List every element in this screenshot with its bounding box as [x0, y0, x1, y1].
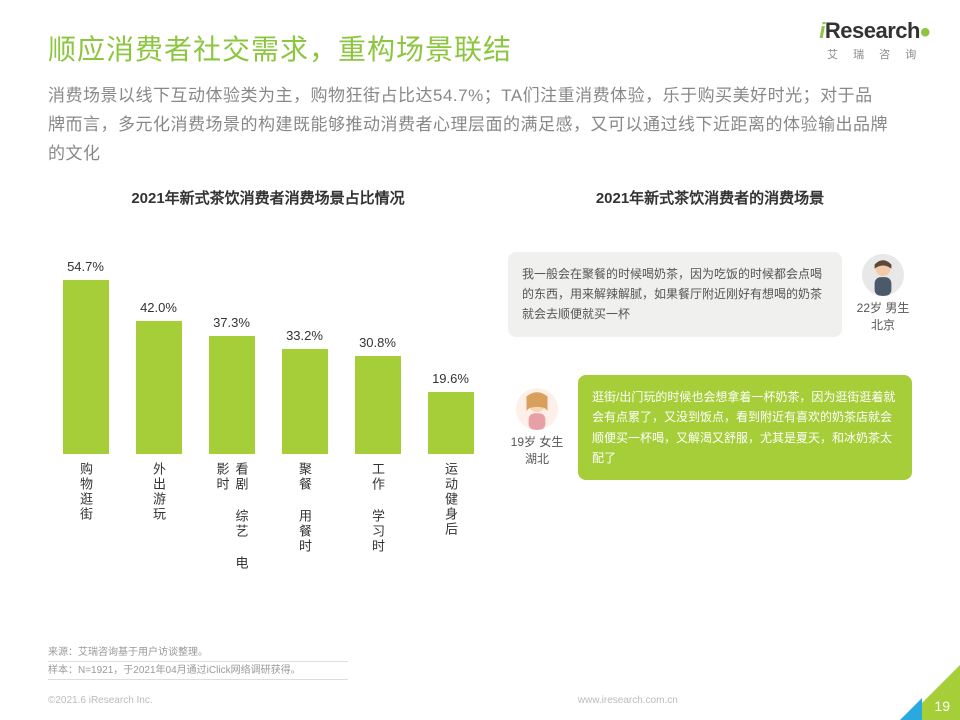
- footnote-sample: 样本：N=1921，于2021年04月通过iClick网络调研获得。: [48, 662, 348, 680]
- bar: [282, 349, 328, 454]
- bar-category: 购物逛街: [76, 462, 95, 572]
- quotes-container: 我一般会在聚餐的时候喝奶茶，因为吃饭的时候都会点喝的东西，用来解辣解腻，如果餐厅…: [508, 252, 912, 481]
- bar-item: 37.3% 看剧 综艺 电影时: [204, 315, 259, 572]
- bar-chart: 54.7% 购物逛街 42.0% 外出游玩 37.3% 看剧 综艺 电影时 33.2% 聚餐 …: [48, 232, 488, 572]
- persona-line1: 19岁 女生: [511, 434, 564, 451]
- bar-item: 42.0% 外出游玩: [131, 300, 186, 572]
- footnotes: 来源：艾瑞咨询基于用户访谈整理。 样本：N=1921，于2021年04月通过iC…: [48, 644, 348, 680]
- bar-value-label: 54.7%: [67, 259, 104, 274]
- bar-value-label: 33.2%: [286, 328, 323, 343]
- bar-value-label: 42.0%: [140, 300, 177, 315]
- bar: [428, 392, 474, 454]
- bar-item: 54.7% 购物逛街: [58, 259, 113, 571]
- page-number: 19: [934, 698, 950, 714]
- bar-value-label: 37.3%: [213, 315, 250, 330]
- logo-sub: 艾 瑞 咨 询: [819, 46, 930, 62]
- copyright: ©2021.6 iResearch Inc. www.iresearch.com: [48, 695, 678, 706]
- page-title: 顺应消费者社交需求，重构场景联结: [48, 28, 912, 68]
- quote-bubble: 逛街/出门玩的时候也会想拿着一杯奶茶，因为逛街逛着就会有点累了，又没到饭点，看到…: [578, 375, 912, 481]
- logo: iResearch• 艾 瑞 咨 询: [819, 18, 930, 62]
- chart-title: 2021年新式茶饮消费者消费场景占比情况: [48, 187, 488, 208]
- bar-category: 工作 学习时: [368, 462, 387, 572]
- persona: 22岁 男生北京: [854, 254, 912, 334]
- right-title: 2021年新式茶饮消费者的消费场景: [508, 187, 912, 208]
- persona: 19岁 女生湖北: [508, 388, 566, 468]
- persona-line1: 22岁 男生: [857, 300, 910, 317]
- page-subtitle: 消费场景以线下互动体验类为主，购物狂街占比达54.7%；TA们注重消费体验，乐于…: [48, 82, 888, 169]
- bar-category: 看剧 综艺 电影时: [213, 462, 251, 572]
- bar: [355, 356, 401, 454]
- bar-item: 19.6% 运动健身后: [423, 371, 478, 572]
- bar-value-label: 19.6%: [432, 371, 469, 386]
- persona-line2: 湖北: [525, 451, 549, 468]
- avatar-icon: [516, 388, 558, 430]
- quote-block: 我一般会在聚餐的时候喝奶茶，因为吃饭的时候都会点喝的东西，用来解辣解腻，如果餐厅…: [508, 252, 912, 337]
- bar-category: 运动健身后: [441, 462, 460, 572]
- bar-value-label: 30.8%: [359, 335, 396, 350]
- bar-item: 33.2% 聚餐 用餐时: [277, 328, 332, 572]
- footnote-source: 来源：艾瑞咨询基于用户访谈整理。: [48, 644, 348, 662]
- bar: [136, 321, 182, 454]
- persona-line2: 北京: [871, 317, 895, 334]
- bar: [209, 336, 255, 454]
- quote-bubble: 我一般会在聚餐的时候喝奶茶，因为吃饭的时候都会点喝的东西，用来解辣解腻，如果餐厅…: [508, 252, 842, 337]
- logo-brand: Research: [825, 18, 920, 43]
- bar-category: 外出游玩: [149, 462, 168, 572]
- bar: [63, 280, 109, 453]
- corner-accent: [900, 698, 922, 720]
- bar-category: 聚餐 用餐时: [295, 462, 314, 572]
- bar-item: 30.8% 工作 学习时: [350, 335, 405, 572]
- quote-block: 19岁 女生湖北逛街/出门玩的时候也会想拿着一杯奶茶，因为逛街逛着就会有点累了，…: [508, 375, 912, 481]
- avatar-icon: [862, 254, 904, 296]
